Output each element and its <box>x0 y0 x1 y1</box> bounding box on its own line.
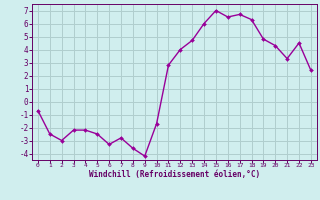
X-axis label: Windchill (Refroidissement éolien,°C): Windchill (Refroidissement éolien,°C) <box>89 170 260 179</box>
